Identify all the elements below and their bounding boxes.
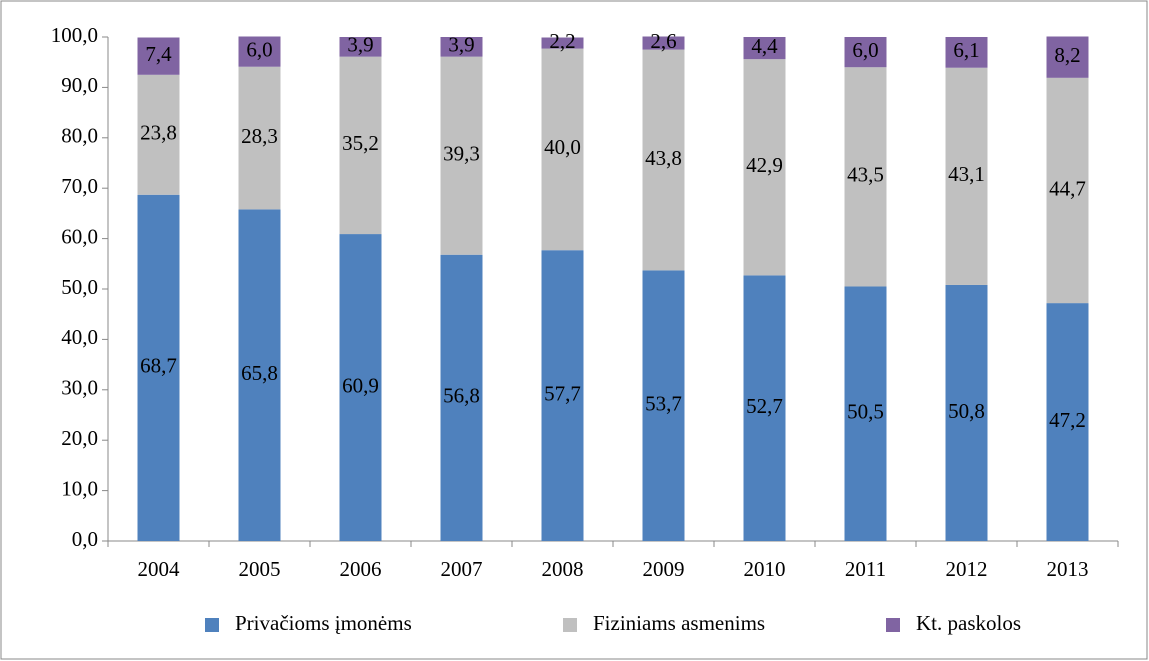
bar-segment: [642, 36, 685, 50]
bar-segment: [945, 284, 988, 541]
legend-label: Kt. paskolos: [916, 611, 1021, 635]
legend-label: Fiziniams asmenims: [593, 611, 765, 635]
bar-segment: [339, 56, 382, 235]
bar-segment: [440, 254, 483, 541]
bar-segment: [541, 37, 584, 49]
data-label: 52,7: [746, 394, 783, 418]
bar-segment: [743, 59, 786, 276]
data-label: 3,9: [347, 33, 373, 57]
data-label: 57,7: [544, 381, 581, 405]
bar-segment: [1046, 303, 1089, 541]
y-tick-label: 60,0: [61, 224, 98, 248]
bar-segment: [1046, 77, 1089, 304]
data-label: 35,2: [342, 131, 379, 155]
data-label: 68,7: [140, 354, 177, 378]
y-tick-label: 80,0: [61, 124, 98, 148]
y-tick-label: 90,0: [61, 73, 98, 97]
bar-segment: [844, 286, 887, 541]
legend-label: Privačioms įmonėms: [235, 611, 412, 635]
data-label: 40,0: [544, 135, 581, 159]
bar-segment: [642, 270, 685, 541]
data-label: 43,8: [645, 146, 682, 170]
bar-segment: [238, 36, 281, 67]
y-tick-label: 10,0: [61, 476, 98, 500]
data-label: 2,2: [549, 29, 575, 53]
data-label: 23,8: [140, 121, 177, 145]
bar-segment: [642, 49, 685, 271]
bar-segment: [844, 67, 887, 287]
bar-segment: [1046, 36, 1089, 78]
data-label: 42,9: [746, 153, 783, 177]
x-tick-label: 2013: [1047, 557, 1089, 581]
y-tick-label: 0,0: [72, 527, 98, 551]
bar-segment: [743, 37, 786, 60]
data-label: 56,8: [443, 384, 480, 408]
data-label: 8,2: [1054, 43, 1080, 67]
data-label: 44,7: [1049, 176, 1086, 200]
bar-segment: [440, 37, 483, 57]
data-label: 53,7: [645, 391, 682, 415]
data-label: 60,9: [342, 373, 379, 397]
bar-segment: [440, 56, 483, 255]
bar-segment: [945, 37, 988, 68]
bar-segment: [945, 67, 988, 285]
y-tick-label: 20,0: [61, 426, 98, 450]
data-label: 6,0: [246, 37, 272, 61]
bar-segment: [339, 37, 382, 57]
bar-segment: [137, 74, 180, 195]
bar-segment: [743, 275, 786, 541]
x-tick-label: 2004: [138, 557, 181, 581]
bar-segment: [137, 194, 180, 541]
data-label: 3,9: [448, 33, 474, 57]
bar-segment: [339, 234, 382, 541]
data-label: 4,4: [751, 34, 778, 58]
x-tick-label: 2007: [441, 557, 483, 581]
data-label: 6,0: [852, 38, 878, 62]
data-label: 50,8: [948, 399, 985, 423]
x-tick-label: 2006: [340, 557, 382, 581]
y-tick-label: 100,0: [51, 23, 98, 47]
data-label: 50,5: [847, 400, 884, 424]
data-label: 2,6: [650, 29, 676, 53]
bar-segment: [541, 250, 584, 541]
bar-segment: [844, 37, 887, 68]
legend-swatch: [886, 618, 900, 632]
y-tick-label: 40,0: [61, 325, 98, 349]
data-label: 6,1: [953, 38, 979, 62]
x-tick-label: 2011: [845, 557, 886, 581]
x-tick-label: 2010: [744, 557, 786, 581]
y-tick-label: 50,0: [61, 275, 98, 299]
data-label: 39,3: [443, 142, 480, 166]
y-tick-label: 30,0: [61, 376, 98, 400]
data-label: 43,1: [948, 162, 985, 186]
bar-segment: [238, 66, 281, 210]
x-tick-label: 2009: [643, 557, 685, 581]
data-label: 28,3: [241, 124, 278, 148]
x-tick-label: 2005: [239, 557, 281, 581]
bar-segment: [541, 48, 584, 251]
x-tick-label: 2008: [542, 557, 584, 581]
bar-segment: [238, 209, 281, 542]
x-tick-label: 2012: [946, 557, 988, 581]
data-label: 47,2: [1049, 408, 1086, 432]
data-label: 65,8: [241, 361, 278, 385]
legend-swatch: [563, 618, 577, 632]
data-label: 43,5: [847, 163, 884, 187]
legend-swatch: [205, 618, 219, 632]
bar-segment: [137, 37, 180, 75]
y-tick-label: 70,0: [61, 174, 98, 198]
data-label: 7,4: [145, 42, 172, 66]
